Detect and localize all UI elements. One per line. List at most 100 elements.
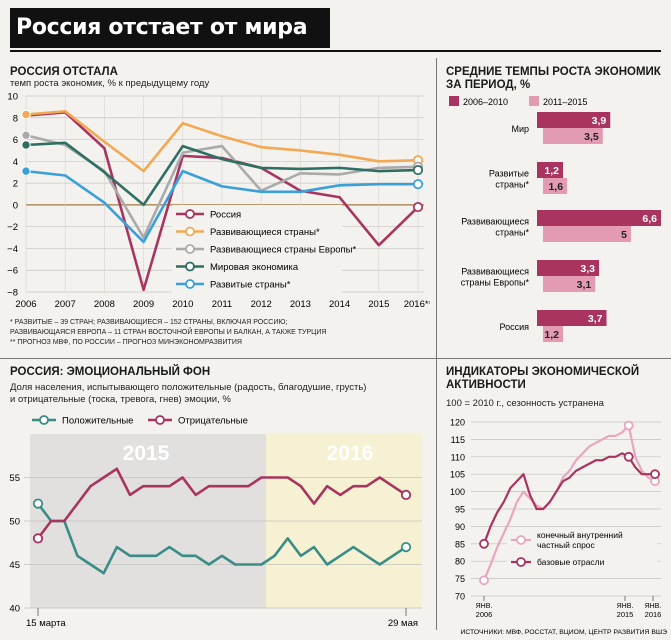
y-tick-label: 50 xyxy=(9,517,20,528)
period-label: 2015 xyxy=(123,442,170,465)
chart1-note: ** ПРОГНОЗ МВФ, ПО РОССИИ – ПРОГНОЗ МИНЭ… xyxy=(10,339,242,346)
category-label: Россия xyxy=(499,322,529,332)
y-tick-label: −2 xyxy=(7,222,18,233)
y-tick-label: 85 xyxy=(455,539,465,549)
x-end-label: 29 мая xyxy=(388,618,418,629)
legend-marker xyxy=(155,415,165,425)
bar-2006-2010 xyxy=(537,260,599,276)
y-tick-label: 70 xyxy=(455,592,465,602)
chart2-title: СРЕДНИЕ ТЕМПЫ РОСТА ЭКОНОМИК xyxy=(446,66,661,78)
x-tick-label: 2015 xyxy=(617,610,634,619)
legend-label: Развивающиеся страны Европы* xyxy=(210,245,357,256)
series-start-marker xyxy=(32,533,44,544)
x-tick-label: 2015 xyxy=(368,299,389,310)
series-start-marker xyxy=(21,140,31,150)
growth-line-chart: −8 −6 −4 −2 0 2 4 6 8 10 2006 2007 2008 2009 2010 2011 2… xyxy=(7,92,430,311)
chart1-note: РАЗВИВАЮЩАЯСЯ ЕВРОПА – 11 СТРАН ВОСТОЧНО… xyxy=(10,329,327,336)
bar-2011-2015 xyxy=(543,178,568,194)
bar-2011-2015 xyxy=(543,226,631,242)
bar-value-label: 5 xyxy=(621,229,627,241)
legend-marker xyxy=(185,261,195,272)
x-tick-label: 2008 xyxy=(94,299,115,310)
legend-label: Мировая экономика xyxy=(210,262,299,273)
category-label: Развитые страны* xyxy=(489,169,530,190)
emotion-line-chart: 2015 2016 40 45 50 55 Положительные Отрицательн… xyxy=(9,415,422,629)
x-tick-label: 2016 xyxy=(645,610,662,619)
period-label: 2016 xyxy=(327,442,374,465)
page-title: Россия отстает от мира xyxy=(10,8,330,48)
y-tick-label: 95 xyxy=(455,505,465,515)
series-start-marker xyxy=(32,498,44,509)
legend-swatch xyxy=(529,96,539,106)
y-tick-label: 100 xyxy=(450,487,465,497)
y-tick-label: 6 xyxy=(13,135,18,146)
legend-marker xyxy=(185,209,195,219)
category-label: Развивающиеся страны* xyxy=(461,217,529,238)
horizontal-divider xyxy=(0,358,436,359)
y-tick-label: 80 xyxy=(455,557,465,567)
series-line xyxy=(36,502,407,575)
chart2-title-line2: ЗА ПЕРИОД, % xyxy=(446,79,531,91)
bar-value-label: 1,2 xyxy=(544,165,559,177)
legend-label: Россия xyxy=(210,210,241,221)
series-line xyxy=(36,467,407,540)
chart4-subtitle: 100 = 2010 г., сезонность устранена xyxy=(446,398,604,409)
series-start-marker xyxy=(479,575,489,586)
x-tick-label: 2006 xyxy=(476,610,493,619)
legend-label: конечный внутренний частный спрос xyxy=(537,530,623,550)
y-tick-label: −6 xyxy=(7,266,18,277)
bar-2011-2015 xyxy=(543,276,596,292)
series-line xyxy=(25,109,419,173)
legend-label: 2011–2015 xyxy=(543,97,587,107)
chart3-subtitle-line2: и отрицательные (тоска, тревога, гнев) э… xyxy=(10,394,231,405)
source-note: ИСТОЧНИКИ: МВФ, РОССТАТ, ВЦИОМ, ЦЕНТР РА… xyxy=(460,629,667,636)
x-tick-label: 2016** xyxy=(404,299,430,310)
legend-label: Положительные xyxy=(62,416,133,427)
legend-background xyxy=(507,528,657,574)
vertical-divider xyxy=(436,58,437,630)
category-label: Мир xyxy=(511,124,529,134)
bar-value-label: 3,1 xyxy=(577,279,592,291)
legend-marker xyxy=(185,244,195,254)
y-tick-label: 10 xyxy=(7,92,18,103)
bar-2011-2015 xyxy=(543,326,563,342)
x-tick-label: 2011 xyxy=(212,299,232,310)
bar-2006-2010 xyxy=(537,112,611,128)
x-start-label: 15 марта xyxy=(26,618,66,629)
y-tick-label: 45 xyxy=(9,560,20,571)
x-tick-label: 2006 xyxy=(15,299,36,310)
chart1-title: РОССИЯ ОТСТАЛА xyxy=(10,66,118,78)
chart3-title: РОССИЯ: ЭМОЦИОНАЛЬНЫЙ ФОН xyxy=(10,366,211,378)
x-tick-label: ЯНВ. xyxy=(617,603,634,610)
horizontal-divider-right xyxy=(437,358,671,359)
bar-value-label: 3,3 xyxy=(580,263,595,275)
legend-label: 2006–2010 xyxy=(463,97,508,107)
bar-value-label: 6,6 xyxy=(642,213,657,225)
y-tick-label: 8 xyxy=(13,113,18,124)
legend-label: Развитые страны* xyxy=(210,280,291,291)
chart4-title: ИНДИКАТОРЫ ЭКОНОМИЧЕСКОЙ xyxy=(446,366,640,378)
series-end-marker xyxy=(400,542,412,553)
bar-2006-2010 xyxy=(537,162,563,178)
bar-value-label: 1,2 xyxy=(544,329,559,341)
x-tick-label: 2010 xyxy=(172,299,193,310)
series-end-marker xyxy=(412,201,424,213)
bar-2006-2010 xyxy=(537,310,607,326)
bar-value-label: 1,6 xyxy=(548,181,563,193)
series-marker xyxy=(623,420,634,431)
series-start-marker xyxy=(21,166,31,176)
y-tick-label: 0 xyxy=(13,200,18,211)
legend-marker xyxy=(185,226,195,237)
x-tick-label: 2007 xyxy=(55,299,76,310)
series-end-marker xyxy=(650,469,660,480)
chart3-subtitle: Доля населения, испытывающего положитель… xyxy=(10,382,367,393)
legend-marker xyxy=(516,535,526,545)
chart1-note: * РАЗВИТЫЕ – 39 СТРАН; РАЗВИВАЮЩИЕСЯ – 1… xyxy=(10,319,288,326)
x-tick-label: ЯНВ. xyxy=(645,603,662,610)
legend-marker xyxy=(185,279,195,289)
bar-value-label: 3,5 xyxy=(584,131,599,143)
series-end-marker xyxy=(412,179,424,190)
x-tick-label: 2012 xyxy=(251,299,272,310)
y-tick-label: 90 xyxy=(455,522,465,532)
chart1-notes: * РАЗВИТЫЕ – 39 СТРАН; РАЗВИВАЮЩИЕСЯ – 1… xyxy=(10,318,430,348)
